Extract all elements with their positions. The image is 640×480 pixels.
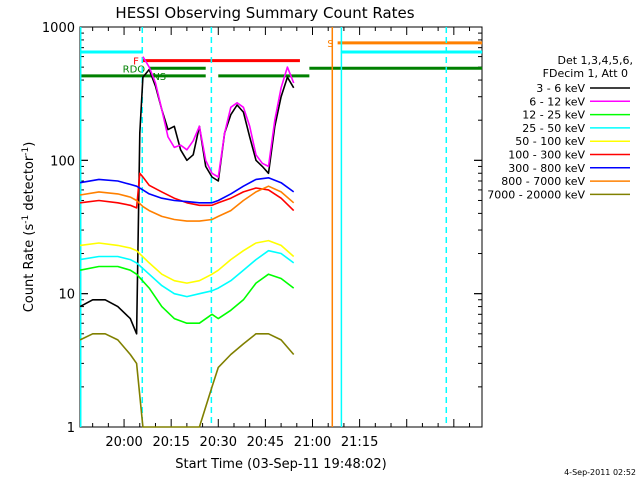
- y-tick-label: 100: [50, 154, 75, 169]
- series-line: [79, 177, 295, 204]
- y-axis-label-sup1: -1: [21, 215, 31, 224]
- x-tick-label: 21:00: [294, 435, 331, 450]
- x-axis-label: Start Time (03-Sep-11 19:48:02): [175, 457, 386, 472]
- flag-bar-label: F: [133, 57, 139, 68]
- legend-label: 300 - 800 keV: [508, 162, 585, 175]
- y-axis-label-main: Count Rate (s: [22, 224, 37, 313]
- legend-label: 3 - 6 keV: [536, 82, 585, 95]
- legend: Det 1,3,4,5,6, FDecim 1, Att 0 3 - 6 keV…: [487, 54, 633, 201]
- y-axis-label: Count Rate (s-1 detector-1): [21, 142, 37, 313]
- y-axis-label-sup2: -1: [21, 147, 31, 156]
- legend-label: 25 - 50 keV: [522, 122, 585, 135]
- flag-bar-label: RDO: [123, 64, 146, 75]
- legend-label: 6 - 12 keV: [529, 95, 585, 108]
- legend-label: 50 - 100 keV: [515, 135, 585, 148]
- x-tick-labels: 20:00 20:15 20:30 20:45 21:00 21:15: [105, 435, 378, 450]
- series-line: [79, 68, 295, 335]
- y-axis-label-end: ): [22, 142, 37, 147]
- series-line: [79, 185, 295, 222]
- vertical-lines: [79, 27, 448, 427]
- y-axis-label-mid: detector: [22, 155, 37, 215]
- footer-timestamp: 4-Sep-2011 02:52: [564, 468, 636, 477]
- x-tick-label: 20:30: [200, 435, 237, 450]
- x-tick-label: 20:45: [247, 435, 284, 450]
- y-tick-label: 10: [58, 288, 75, 303]
- y-tick-label: 1: [67, 421, 75, 436]
- series-line: [142, 56, 295, 178]
- legend-label: 7000 - 20000 keV: [487, 188, 585, 201]
- y-tick-label: 1000: [42, 21, 75, 36]
- flag-bar-label: S: [327, 39, 333, 50]
- chart-title: HESSI Observing Summary Count Rates: [115, 4, 414, 22]
- flag-annotation: NS: [152, 72, 166, 83]
- legend-header-1: Det 1,3,4,5,6,: [557, 54, 633, 67]
- x-tick-label: 21:15: [341, 435, 378, 450]
- series-line: [79, 265, 295, 325]
- series-line: [79, 249, 295, 298]
- legend-label: 12 - 25 keV: [522, 109, 585, 122]
- series-line: [79, 239, 295, 284]
- x-tick-label: 20:15: [152, 435, 189, 450]
- legend-label: 800 - 7000 keV: [501, 175, 585, 188]
- legend-label: 100 - 300 keV: [508, 149, 585, 162]
- legend-header-2: FDecim 1, Att 0: [543, 67, 628, 80]
- series-line: [79, 332, 295, 428]
- x-tick-label: 20:00: [105, 435, 142, 450]
- series-lines: [79, 56, 295, 428]
- y-tick-labels: 1 10 100 1000: [42, 21, 75, 436]
